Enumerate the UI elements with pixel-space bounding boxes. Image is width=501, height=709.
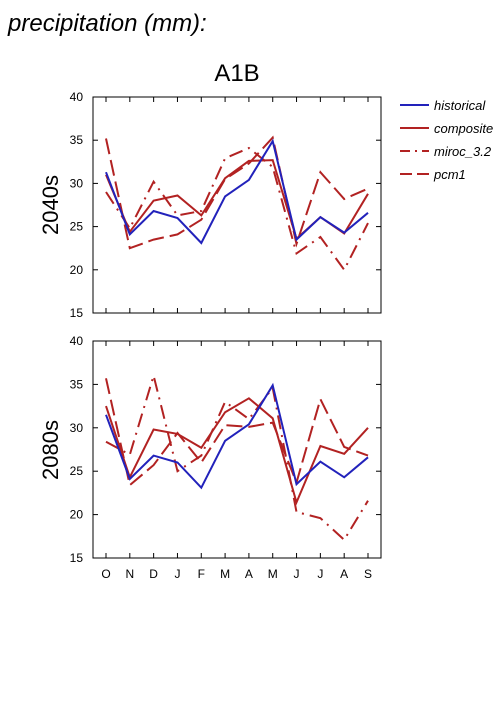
legend-label: composite	[434, 121, 493, 136]
legend: historical composite miroc_3.2 pcm1	[400, 98, 493, 182]
legend-label: pcm1	[433, 167, 466, 182]
series-line-historical	[105, 382, 369, 490]
series-line-pcm1	[105, 378, 369, 487]
panel-marks: 15 20 25 30 35 40	[70, 334, 381, 565]
x-tick-label: J	[174, 567, 180, 581]
series-line-pcm1	[105, 135, 369, 250]
x-tick-label: S	[364, 567, 372, 581]
x-tick-label: N	[125, 567, 134, 581]
y-tick-label: 30	[70, 421, 84, 435]
panel-frame	[92, 340, 382, 559]
panel-label: 2040s	[38, 175, 63, 235]
x-tick-label: D	[149, 567, 158, 581]
panel-frame	[92, 96, 382, 314]
panel-2080s: 2080s 15 20 25 30 35 40	[38, 334, 382, 565]
panel-2040s: 2040s 15 20 25 30 35 40	[38, 90, 382, 320]
legend-label: historical	[434, 98, 486, 113]
x-tick-label: A	[340, 567, 348, 581]
x-tick-label: O	[101, 567, 110, 581]
y-tick-label: 40	[70, 334, 84, 348]
chart-header: precipitation (mm):	[7, 10, 207, 37]
x-tick-label: A	[245, 567, 253, 581]
x-tick-label: M	[268, 567, 278, 581]
x-tick-label: M	[220, 567, 230, 581]
y-tick-label: 20	[70, 263, 84, 277]
series-line-miroc-3-2	[105, 371, 369, 542]
scenario-title: A1B	[214, 60, 259, 87]
y-tick-label: 30	[70, 176, 84, 190]
y-tick-label: 40	[70, 90, 84, 104]
y-tick-label: 25	[70, 464, 84, 478]
y-tick-label: 15	[70, 551, 84, 565]
x-tick-label: J	[317, 567, 323, 581]
series-line-historical	[105, 138, 369, 245]
panel-marks: 15 20 25 30 35 40	[70, 90, 381, 320]
y-tick-label: 35	[70, 377, 84, 391]
series-line-composite	[105, 397, 369, 506]
series-line-miroc-3-2	[105, 146, 369, 272]
x-tick-label: J	[294, 567, 300, 581]
y-tick-label: 25	[70, 220, 84, 234]
y-tick-label: 15	[70, 306, 84, 320]
y-tick-label: 35	[70, 133, 84, 147]
panel-label: 2080s	[38, 420, 63, 480]
legend-label: miroc_3.2	[434, 144, 492, 159]
x-tick-label: F	[198, 567, 205, 581]
y-tick-label: 20	[70, 508, 84, 522]
